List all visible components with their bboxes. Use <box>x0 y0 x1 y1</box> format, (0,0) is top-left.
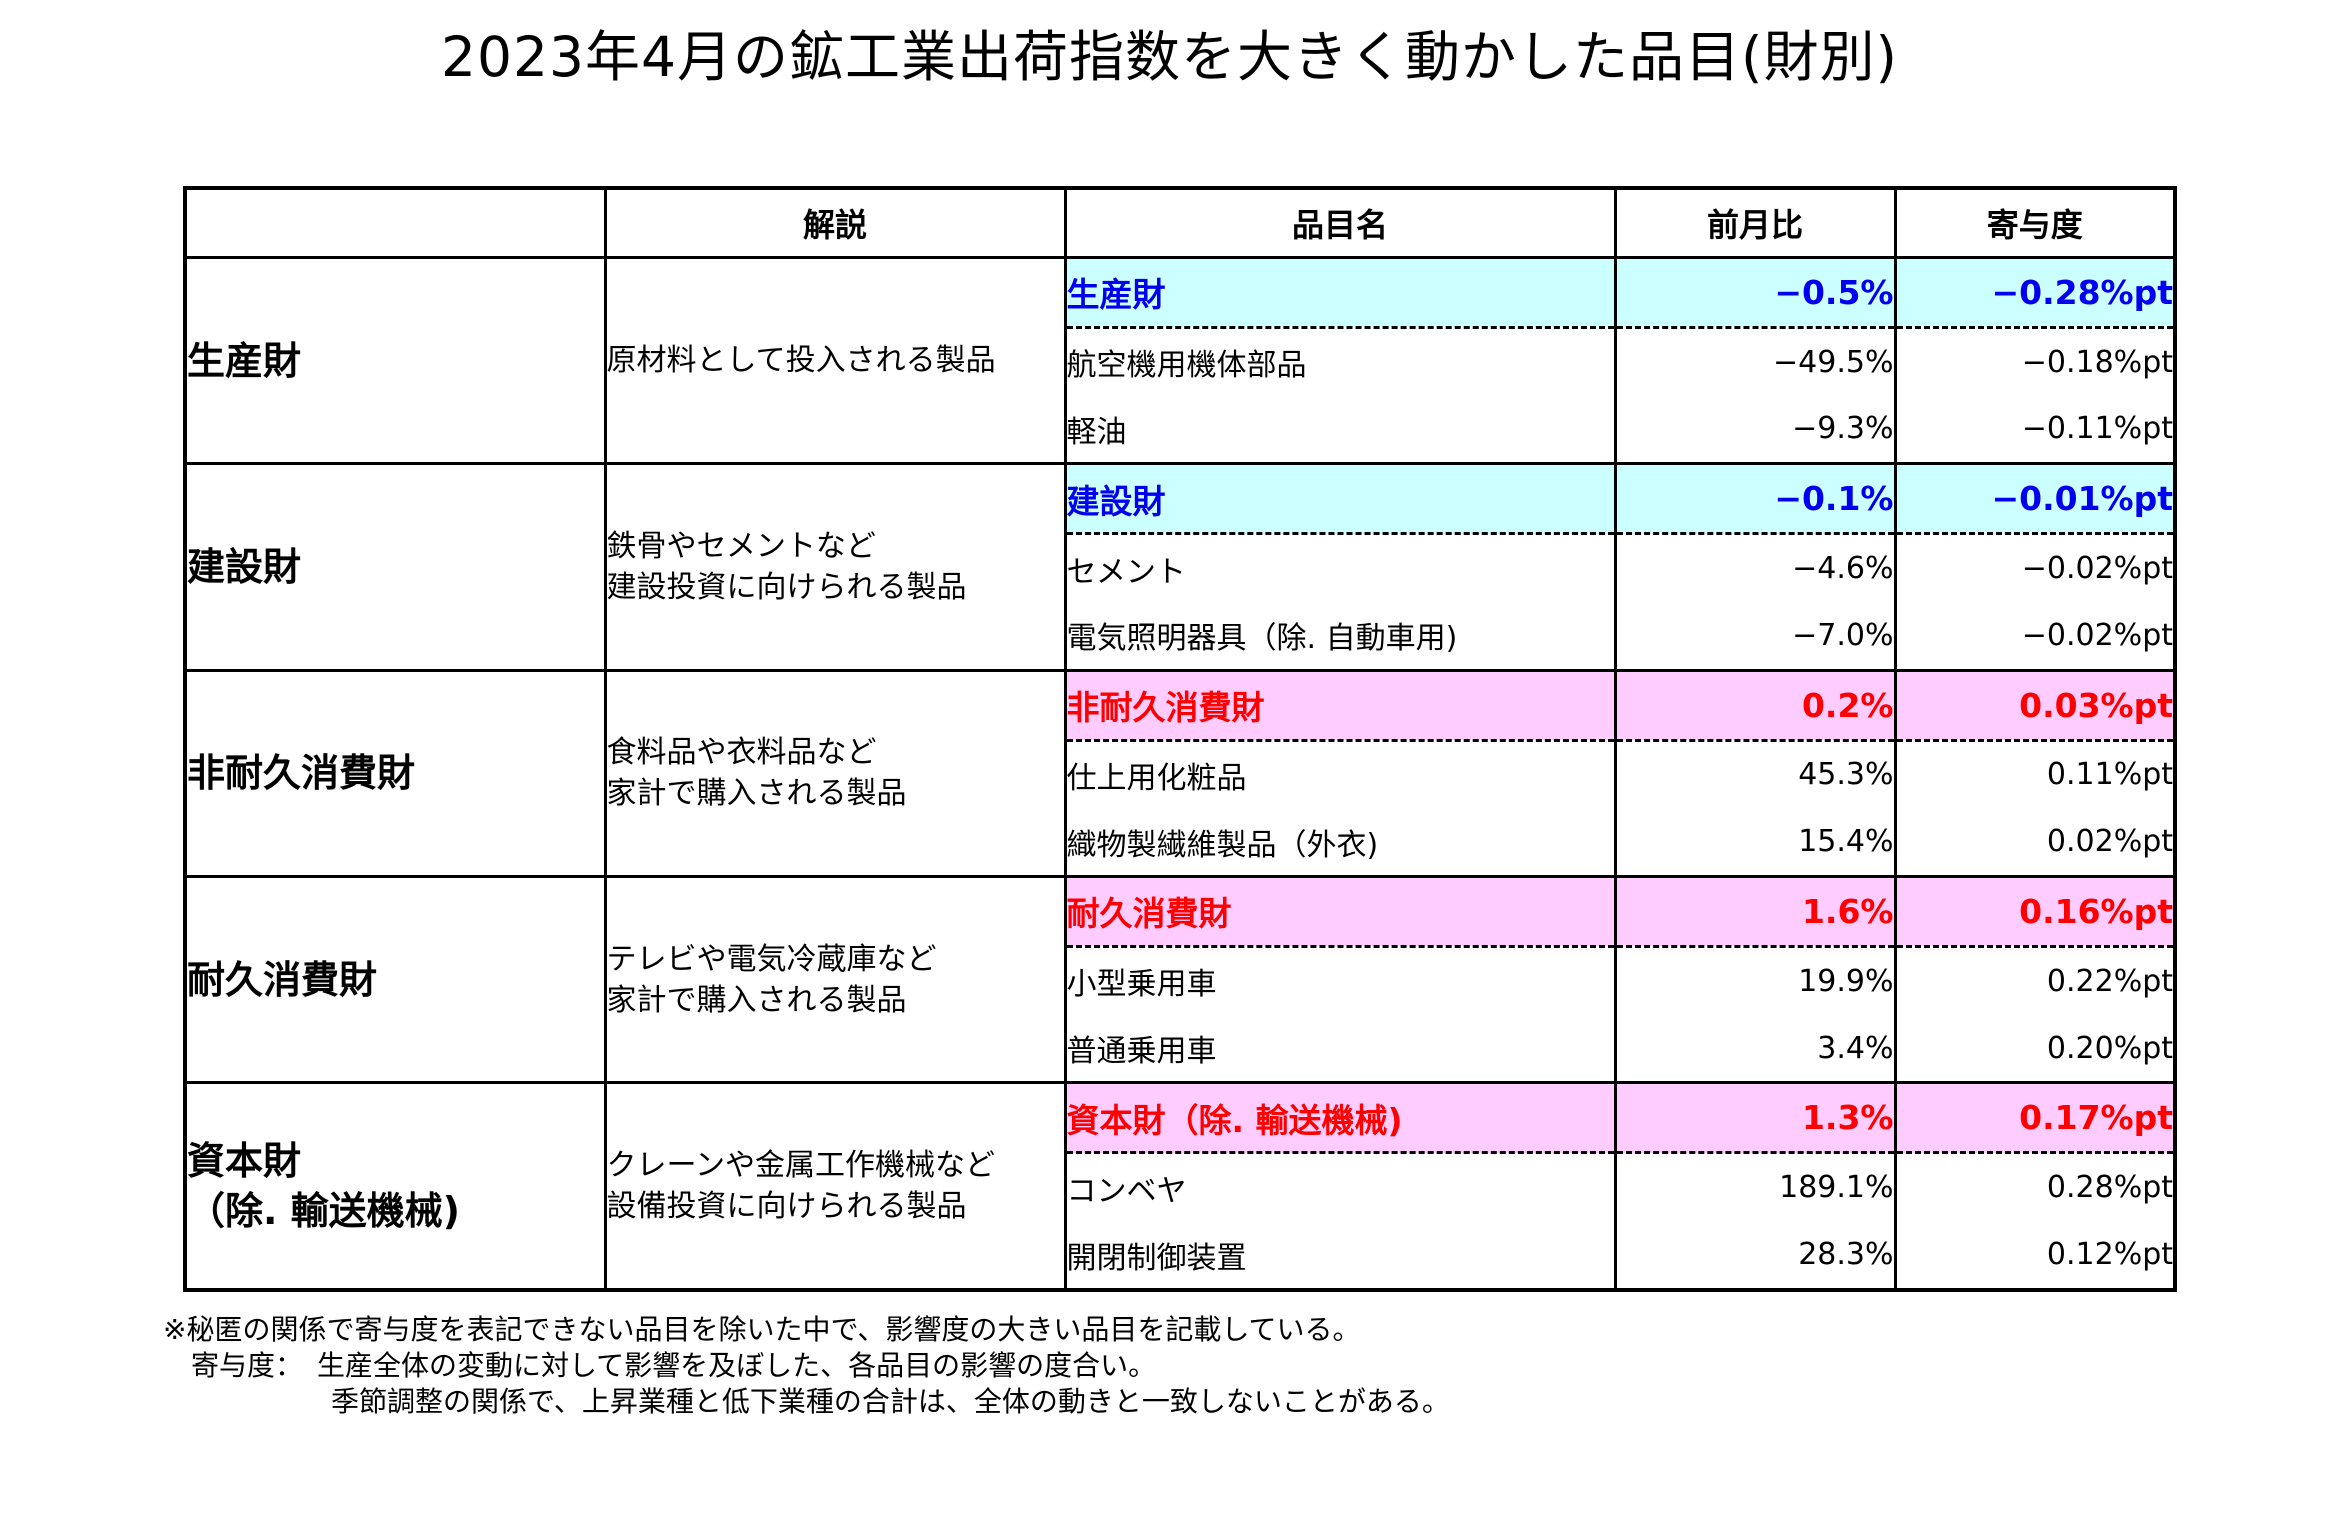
footnote-line: 寄与度： 生産全体の変動に対して影響を及ぼした、各品目の影響の度合い。 <box>163 1349 1157 1382</box>
mom-value: −0.1% <box>1613 462 1897 536</box>
contribution-value: −0.02%pt <box>1893 601 2177 672</box>
item-name: 織物製繊維製品（外衣) <box>1063 808 1617 879</box>
category-cell: 非耐久消費財 <box>183 668 607 879</box>
header-item: 品目名 <box>1063 186 1617 259</box>
item-name: コンベヤ <box>1063 1152 1617 1222</box>
mom-value: 19.9% <box>1613 946 1897 1015</box>
mom-value: −7.0% <box>1613 601 1897 672</box>
contribution-value: 0.11%pt <box>1893 740 2177 809</box>
header-description: 解説 <box>603 186 1067 259</box>
description-line: 食料品や衣料品など <box>606 735 877 771</box>
category-label: 資本財 <box>187 1139 302 1184</box>
item-name: 軽油 <box>1063 395 1617 466</box>
group-total-row: 建設財 鉄骨やセメントなど 建設投資に向けられる製品 建設財 −0.1% −0.… <box>183 462 2177 672</box>
contribution-value: −0.02%pt <box>1893 533 2177 602</box>
mom-value: −49.5% <box>1613 327 1897 396</box>
item-name: 仕上用化粧品 <box>1063 740 1617 809</box>
contribution-value: −0.18%pt <box>1893 327 2177 396</box>
contribution-value: −0.28%pt <box>1893 256 2177 329</box>
item-name: 資本財（除. 輸送機械) <box>1063 1081 1617 1155</box>
category-cell: 建設財 <box>183 462 607 672</box>
mom-value: 3.4% <box>1613 1014 1897 1085</box>
mom-value: 1.6% <box>1613 875 1897 948</box>
description-line: テレビや電気冷蔵庫など <box>606 941 937 977</box>
header-row: 解説 品目名 前月比 寄与度 <box>183 186 2177 259</box>
table-row: 開閉制御装置 28.3% 0.12%pt <box>185 1221 2177 1292</box>
item-name: 開閉制御装置 <box>1063 1221 1617 1292</box>
category-label: 耐久消費財 <box>187 957 378 1002</box>
item-name: 普通乗用車 <box>1063 1014 1617 1085</box>
group-total-row: 資本財 （除. 輸送機械) クレーンや金属工作機械など 設備投資に向けられる製品… <box>183 1081 2177 1292</box>
description-cell: テレビや電気冷蔵庫など 家計で購入される製品 <box>603 875 1067 1085</box>
contribution-value: 0.17%pt <box>1893 1081 2177 1155</box>
mom-value: 15.4% <box>1613 808 1897 879</box>
contribution-value: 0.02%pt <box>1893 808 2177 879</box>
category-cell: 耐久消費財 <box>183 875 607 1085</box>
group-total-row: 耐久消費財 テレビや電気冷蔵庫など 家計で購入される製品 耐久消費財 1.6% … <box>183 875 2177 1085</box>
contribution-value: 0.28%pt <box>1893 1152 2177 1222</box>
table-row: セメント −4.6% −0.02%pt <box>185 533 2177 602</box>
description-line: 原材料として投入される製品 <box>606 343 996 379</box>
category-cell: 生産財 <box>183 255 607 466</box>
header-category <box>183 186 607 259</box>
header-mom: 前月比 <box>1613 186 1897 259</box>
mom-value: 189.1% <box>1613 1152 1897 1222</box>
contribution-value: 0.20%pt <box>1893 1014 2177 1085</box>
contribution-value: −0.11%pt <box>1893 395 2177 466</box>
header-contribution: 寄与度 <box>1893 186 2177 259</box>
group-total-row: 非耐久消費財 食料品や衣料品など 家計で購入される製品 非耐久消費財 0.2% … <box>183 668 2177 879</box>
table-row: 仕上用化粧品 45.3% 0.11%pt <box>185 740 2177 809</box>
description-cell: 鉄骨やセメントなど 建設投資に向けられる製品 <box>603 462 1067 672</box>
category-cell: 資本財 （除. 輸送機械) <box>183 1081 607 1292</box>
mom-value: 1.3% <box>1613 1081 1897 1155</box>
description-line: 設備投資に向けられる製品 <box>606 1189 967 1225</box>
category-label: （除. 輸送機械) <box>187 1189 461 1234</box>
category-label: 建設財 <box>187 545 302 590</box>
category-label: 非耐久消費財 <box>187 751 416 796</box>
description-cell: クレーンや金属工作機械など 設備投資に向けられる製品 <box>603 1081 1067 1292</box>
page-title: 2023年4月の鉱工業出荷指数を大きく動かした品目(財別) <box>441 25 1898 89</box>
table-row: 小型乗用車 19.9% 0.22%pt <box>185 946 2177 1015</box>
table-row: 織物製繊維製品（外衣) 15.4% 0.02%pt <box>185 808 2177 879</box>
category-label: 生産財 <box>187 338 302 383</box>
contribution-value: 0.16%pt <box>1893 875 2177 948</box>
group-total-row: 生産財 原材料として投入される製品 生産財 −0.5% −0.28%pt <box>183 255 2177 466</box>
item-name: 小型乗用車 <box>1063 946 1617 1015</box>
contribution-value: −0.01%pt <box>1893 462 2177 536</box>
mom-value: −9.3% <box>1613 395 1897 466</box>
item-name: セメント <box>1063 533 1617 602</box>
contribution-value: 0.12%pt <box>1893 1221 2177 1292</box>
mom-value: 45.3% <box>1613 740 1897 809</box>
mom-value: 28.3% <box>1613 1221 1897 1292</box>
table-row: 航空機用機体部品 −49.5% −0.18%pt <box>185 327 2177 396</box>
table-row: 電気照明器具（除. 自動車用) −7.0% −0.02%pt <box>185 601 2177 672</box>
table-row: コンベヤ 189.1% 0.28%pt <box>185 1152 2177 1222</box>
contribution-value: 0.22%pt <box>1893 946 2177 1015</box>
description-line: 家計で購入される製品 <box>606 982 907 1018</box>
item-name: 建設財 <box>1063 462 1617 536</box>
description-line: 家計で購入される製品 <box>606 776 907 812</box>
item-name: 生産財 <box>1063 256 1617 329</box>
mom-value: −0.5% <box>1613 256 1897 329</box>
shipment-items-table: 解説 品目名 前月比 寄与度 生産財 原材料として投入される製品 生産財 −0.… <box>183 186 2177 1292</box>
table-row: 軽油 −9.3% −0.11%pt <box>185 395 2177 466</box>
description-cell: 食料品や衣料品など 家計で購入される製品 <box>603 668 1067 879</box>
description-cell: 原材料として投入される製品 <box>603 255 1067 466</box>
contribution-value: 0.03%pt <box>1893 668 2177 742</box>
item-name: 電気照明器具（除. 自動車用) <box>1063 601 1617 672</box>
description-line: 鉄骨やセメントなど <box>606 529 876 565</box>
footnote-line: ※秘匿の関係で寄与度を表記できない品目を除いた中で、影響度の大きい品目を記載して… <box>163 1313 1361 1346</box>
footnotes: ※秘匿の関係で寄与度を表記できない品目を除いた中で、影響度の大きい品目を記載して… <box>163 1312 2063 1420</box>
footnote-line: 季節調整の関係で、上昇業種と低下業種の合計は、全体の動きと一致しないことがある。 <box>163 1385 1450 1418</box>
table-row: 普通乗用車 3.4% 0.20%pt <box>185 1014 2177 1085</box>
item-name: 非耐久消費財 <box>1063 668 1617 742</box>
mom-value: −4.6% <box>1613 533 1897 602</box>
description-line: クレーンや金属工作機械など <box>606 1148 996 1184</box>
mom-value: 0.2% <box>1613 668 1897 742</box>
item-name: 航空機用機体部品 <box>1063 327 1617 396</box>
description-line: 建設投資に向けられる製品 <box>606 570 967 606</box>
item-name: 耐久消費財 <box>1063 875 1617 948</box>
